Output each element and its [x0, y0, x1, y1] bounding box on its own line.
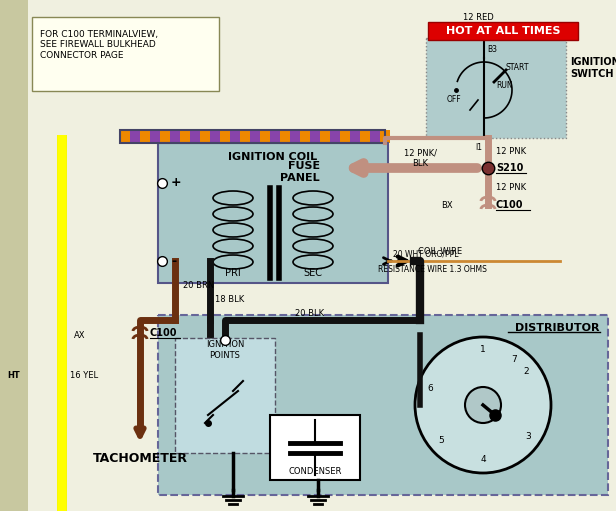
Text: 20 BRN: 20 BRN	[183, 281, 214, 290]
Bar	[270, 415, 360, 480]
Circle shape	[415, 337, 551, 473]
Bar	[160, 130, 170, 143]
Bar	[180, 130, 190, 143]
Bar	[310, 130, 320, 143]
Text: 18 BLK: 18 BLK	[215, 295, 245, 305]
Text: 20 BLK: 20 BLK	[296, 310, 325, 318]
Text: HT: HT	[7, 370, 20, 380]
Text: IGNITION
SWITCH: IGNITION SWITCH	[570, 57, 616, 79]
Text: FOR C100 TERMINALVIEW,
SEE FIREWALL BULKHEAD
CONNECTOR PAGE: FOR C100 TERMINALVIEW, SEE FIREWALL BULK…	[40, 30, 158, 60]
Text: 20 WHT ORG/PPL: 20 WHT ORG/PPL	[393, 249, 458, 259]
Text: -: -	[171, 254, 176, 267]
Text: 5: 5	[438, 436, 444, 445]
Text: START: START	[506, 63, 530, 73]
Text: SEC: SEC	[304, 268, 323, 278]
Text: RUN: RUN	[496, 81, 513, 89]
Text: 12 PNK: 12 PNK	[496, 183, 526, 193]
Ellipse shape	[213, 255, 253, 269]
Text: 3: 3	[525, 432, 531, 441]
Ellipse shape	[293, 239, 333, 253]
Text: HOT AT ALL TIMES: HOT AT ALL TIMES	[446, 26, 560, 36]
Text: +: +	[171, 176, 182, 190]
Bar	[260, 130, 270, 143]
Text: IGNITION COIL: IGNITION COIL	[229, 152, 318, 162]
Bar	[210, 130, 220, 143]
Bar	[370, 130, 380, 143]
Bar	[380, 130, 390, 143]
Text: DISTRIBUTOR: DISTRIBUTOR	[516, 323, 600, 333]
Bar	[340, 130, 350, 143]
Bar	[120, 130, 130, 143]
Text: B3: B3	[487, 45, 497, 55]
Ellipse shape	[293, 223, 333, 237]
Bar	[200, 130, 210, 143]
Text: C100: C100	[496, 200, 524, 210]
Bar	[270, 130, 280, 143]
Bar	[230, 130, 240, 143]
Ellipse shape	[213, 239, 253, 253]
Text: 12 PNK/
BLK: 12 PNK/ BLK	[403, 148, 437, 168]
Bar	[0, 0, 28, 511]
Bar	[330, 130, 340, 143]
Text: OFF: OFF	[447, 96, 461, 105]
Text: COIL WIRE: COIL WIRE	[418, 246, 462, 256]
Ellipse shape	[293, 255, 333, 269]
Bar	[300, 130, 310, 143]
Bar	[170, 130, 180, 143]
Ellipse shape	[213, 223, 253, 237]
Text: 4: 4	[480, 455, 486, 464]
Ellipse shape	[213, 191, 253, 205]
Bar	[175, 338, 275, 453]
Bar	[250, 130, 260, 143]
Bar	[220, 130, 230, 143]
Ellipse shape	[213, 207, 253, 221]
Bar	[290, 130, 300, 143]
Text: AX: AX	[73, 331, 85, 339]
Text: I1: I1	[476, 144, 482, 152]
Bar	[190, 130, 200, 143]
Bar	[320, 130, 330, 143]
Bar	[140, 130, 150, 143]
Text: C100: C100	[150, 328, 177, 338]
Circle shape	[465, 387, 501, 423]
Bar	[350, 130, 360, 143]
Text: 1: 1	[480, 345, 486, 355]
Bar	[280, 130, 290, 143]
Text: 6: 6	[428, 383, 434, 392]
Text: FUSE
PANEL: FUSE PANEL	[280, 161, 320, 183]
Bar	[150, 130, 160, 143]
Text: S210: S210	[496, 163, 524, 173]
Text: IGNITION
POINTS: IGNITION POINTS	[206, 340, 244, 360]
Ellipse shape	[293, 207, 333, 221]
Text: BX: BX	[442, 200, 453, 210]
Bar	[428, 22, 578, 40]
Bar	[158, 315, 608, 495]
Text: RESISTANCE WIRE 1.3 OHMS: RESISTANCE WIRE 1.3 OHMS	[378, 265, 487, 273]
Text: 12 RED: 12 RED	[463, 13, 493, 22]
Bar	[120, 130, 385, 143]
Text: 2: 2	[524, 366, 529, 376]
Text: TACHOMETER: TACHOMETER	[92, 452, 187, 464]
Ellipse shape	[293, 191, 333, 205]
Text: 16 YEL: 16 YEL	[70, 370, 98, 380]
FancyBboxPatch shape	[32, 17, 219, 91]
Text: CONDENSER: CONDENSER	[288, 468, 342, 476]
Bar	[360, 130, 370, 143]
Text: 7: 7	[512, 356, 517, 364]
Bar	[130, 130, 140, 143]
Text: 12 PNK: 12 PNK	[496, 148, 526, 156]
Bar	[240, 130, 250, 143]
Text: PRI: PRI	[225, 268, 241, 278]
Bar	[426, 38, 566, 138]
Bar	[158, 143, 388, 283]
